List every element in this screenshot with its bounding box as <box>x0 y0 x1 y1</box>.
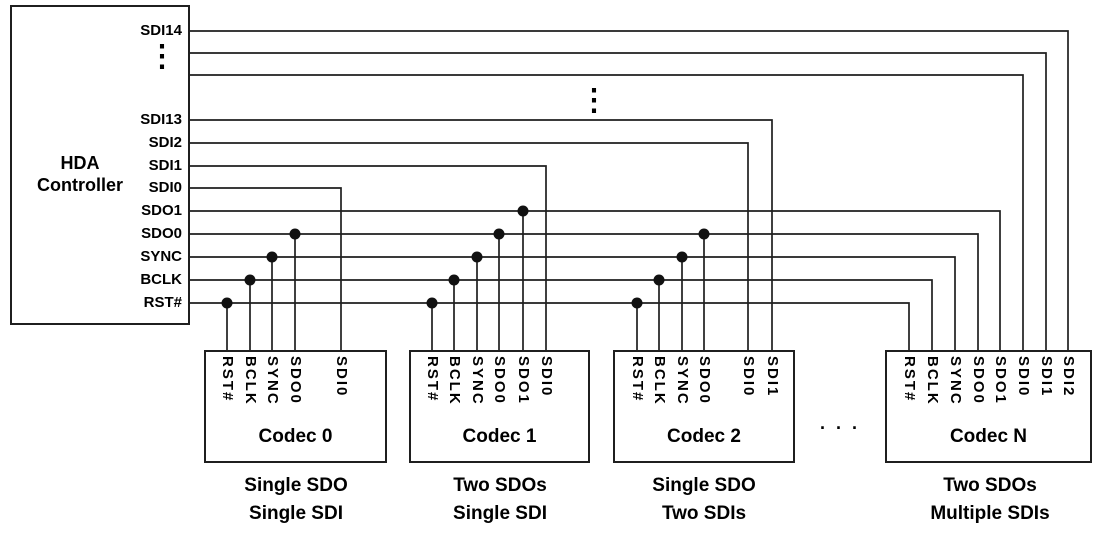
codec1-pin-bclk: BCLK <box>446 356 463 406</box>
codec2-box <box>613 350 795 463</box>
codecN-pin-bclk: BCLK <box>924 356 941 406</box>
codec0-pin-sdi0: SDI0 <box>333 356 350 398</box>
codec0-pin-sync: SYNC <box>264 356 281 406</box>
codec0-pin-bclk: BCLK <box>242 356 259 406</box>
codecN-pin-sdo0: SDO0 <box>970 356 987 405</box>
junction-dots <box>221 205 710 309</box>
codec0-pin-sdo0: SDO0 <box>287 356 304 405</box>
controller-pin-sdi14: SDI14 <box>140 22 182 39</box>
codecN-pin-sdo1: SDO1 <box>992 356 1009 405</box>
junction-dot <box>493 228 505 240</box>
codec2-pin-sdi0: SDI0 <box>740 356 757 398</box>
wire-sdi14 <box>190 30 1069 350</box>
hda-controller-title-line1: HDA <box>60 153 100 173</box>
codecN-pin-sdi1: SDI1 <box>1038 356 1055 398</box>
wire-sdi1 <box>190 165 547 350</box>
junction-dot <box>448 274 460 286</box>
codec2-pin-sdi1: SDI1 <box>764 356 781 398</box>
codec2-pin-bclk: BCLK <box>651 356 668 406</box>
codec1-pin-sdi0: SDI0 <box>538 356 555 398</box>
codec0-caption-line2: Single SDI <box>249 503 343 524</box>
codec1-box <box>409 350 590 463</box>
wire-sdo1 <box>190 210 1001 350</box>
codecN-pin-sdi2: SDI2 <box>1060 356 1077 398</box>
codec1-caption: Two SDOs Single SDI <box>400 472 600 528</box>
codecN-pin-rst: RST# <box>901 356 918 403</box>
codec2-pin-sdo0: SDO0 <box>696 356 713 405</box>
controller-pin-sdi1: SDI1 <box>148 157 182 174</box>
codecN-caption-line2: Multiple SDIs <box>930 503 1050 524</box>
codec1-caption-line1: Two SDOs <box>453 475 547 496</box>
codec0-caption-line1: Single SDO <box>244 475 348 496</box>
controller-pin-sdi2: SDI2 <box>148 134 182 151</box>
junction-dot <box>221 297 233 309</box>
codec0-caption: Single SDO Single SDI <box>196 472 396 528</box>
controller-pin-sdo1: SDO1 <box>141 202 182 219</box>
controller-pin-bclk: BCLK <box>140 271 182 288</box>
codec2-caption: Single SDO Two SDIs <box>604 472 804 528</box>
junction-dot <box>289 228 301 240</box>
wire-sdi-hidden-b <box>190 74 1024 350</box>
codec2-caption-line1: Single SDO <box>652 475 756 496</box>
codec0-box <box>204 350 387 463</box>
wire-rst <box>190 302 910 350</box>
codec1-name: Codec 1 <box>462 426 537 447</box>
codec0-pin-rst: RST# <box>219 356 236 403</box>
junction-dot <box>676 251 688 263</box>
codec0-name: Codec 0 <box>258 426 333 447</box>
hda-controller-title: HDA Controller <box>10 152 150 196</box>
codec1-pin-sync: SYNC <box>469 356 486 406</box>
wire-sdi13 <box>190 119 773 350</box>
controller-pin-sdo0: SDO0 <box>141 225 182 242</box>
codec2-pin-rst: RST# <box>629 356 646 403</box>
controller-pin-sync: SYNC <box>140 248 182 265</box>
wire-bclk <box>190 279 933 350</box>
codecN-box <box>885 350 1092 463</box>
codecN-caption: Two SDOs Multiple SDIs <box>890 472 1090 528</box>
codecN-pin-sdi0: SDI0 <box>1015 356 1032 398</box>
controller-pin-sdi13: SDI13 <box>140 111 182 128</box>
wire-sdi0 <box>190 187 342 350</box>
junction-dot <box>517 205 529 217</box>
codecN-caption-line1: Two SDOs <box>943 475 1037 496</box>
controller-sdi-ellipsis: ⋮ <box>147 40 177 73</box>
wire-sync <box>190 256 956 350</box>
junction-dot <box>266 251 278 263</box>
codec2-pin-sync: SYNC <box>674 356 691 406</box>
codec2-name: Codec 2 <box>667 426 741 447</box>
wire-sdo0 <box>190 233 979 350</box>
controller-pin-sdi0: SDI0 <box>148 179 182 196</box>
codec1-pin-rst: RST# <box>424 356 441 403</box>
junction-dot <box>631 297 643 309</box>
junction-dot <box>426 297 438 309</box>
hda-controller-box <box>10 5 190 325</box>
controller-pin-rst: RST# <box>143 294 182 311</box>
codec1-caption-line2: Single SDI <box>453 503 547 524</box>
wire-sdi2 <box>190 142 749 350</box>
junction-dot <box>698 228 710 240</box>
junction-dot <box>471 251 483 263</box>
wire-sdi-hidden-a <box>190 52 1047 350</box>
codec1-pin-sdo1: SDO1 <box>515 356 532 405</box>
codecN-pin-sync: SYNC <box>947 356 964 406</box>
junction-dot <box>653 274 665 286</box>
bus-wires <box>190 30 1069 350</box>
codecN-name: Codec N <box>949 426 1028 447</box>
codec1-pin-sdo0: SDO0 <box>491 356 508 405</box>
junction-dot <box>244 274 256 286</box>
hda-controller-title-line2: Controller <box>36 175 123 195</box>
codec-gap-ellipsis: . . . <box>819 413 860 433</box>
codec2-caption-line2: Two SDIs <box>661 503 747 524</box>
bus-sdi-ellipsis: ⋮ <box>579 84 609 117</box>
